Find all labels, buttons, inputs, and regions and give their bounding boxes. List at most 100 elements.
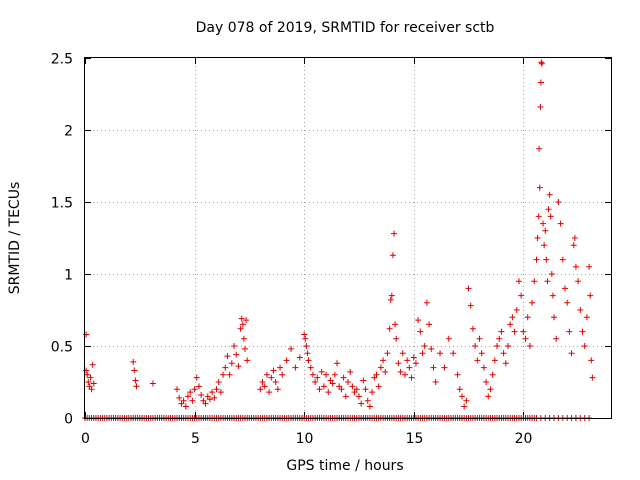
data-point [476, 335, 483, 342]
data-point [540, 220, 547, 227]
x-tick-label: 15 [406, 431, 424, 447]
data-point [202, 400, 209, 407]
data-point [391, 230, 398, 237]
data-point [500, 350, 507, 357]
data-point [222, 364, 229, 371]
plot-frame [84, 57, 612, 419]
data-point [274, 386, 281, 393]
data-point [393, 335, 400, 342]
data-point [270, 367, 277, 374]
data-point [85, 379, 92, 385]
data-point [375, 383, 382, 390]
data-point [401, 371, 408, 378]
data-point [244, 357, 251, 364]
data-point [334, 360, 341, 367]
data-point [480, 364, 487, 371]
data-point [217, 389, 224, 396]
data-point [318, 368, 325, 375]
data-point [485, 393, 492, 400]
data-point [450, 350, 457, 357]
data-point [259, 379, 266, 385]
data-point [502, 360, 509, 367]
data-point [588, 357, 595, 364]
data-point [377, 364, 384, 371]
data-point [209, 389, 216, 396]
data-point [504, 343, 511, 349]
data-point [386, 325, 393, 332]
data-point [133, 383, 140, 390]
data-point [518, 292, 525, 299]
data-point [461, 403, 468, 410]
data-point [305, 357, 312, 364]
data-point [206, 396, 213, 403]
x-tick-label: 0 [81, 431, 90, 447]
data-point [467, 302, 474, 309]
data-point [531, 278, 538, 285]
data-point [303, 343, 310, 349]
data-point [579, 328, 586, 335]
data-point [535, 213, 542, 220]
data-point [83, 367, 90, 374]
data-point [423, 299, 430, 306]
data-point [469, 325, 476, 332]
data-point [571, 235, 578, 241]
data-point [185, 393, 192, 400]
data-point [408, 374, 415, 381]
data-point [572, 263, 579, 270]
data-point [132, 377, 139, 384]
data-point [191, 386, 198, 393]
data-point [489, 371, 496, 378]
data-point [458, 393, 465, 400]
data-point [302, 335, 309, 342]
data-point [456, 386, 463, 393]
data-point [568, 350, 575, 357]
data-point [395, 360, 402, 367]
data-point [406, 364, 413, 371]
data-point [428, 345, 435, 352]
data-point [176, 394, 183, 401]
data-point [511, 328, 518, 335]
data-point [399, 350, 406, 357]
data-point [529, 299, 536, 306]
data-point [320, 383, 327, 390]
data-point [589, 374, 596, 381]
data-point [533, 256, 540, 263]
data-point [261, 383, 268, 390]
data-point [215, 379, 222, 385]
data-point [507, 321, 514, 328]
data-point [561, 285, 568, 292]
data-point [304, 350, 311, 357]
y-tick-label: 1.5 [51, 196, 73, 212]
data-point [404, 357, 411, 364]
y-tick-label: 2.5 [51, 52, 73, 68]
data-point [373, 371, 380, 378]
data-point [487, 386, 494, 393]
data-point [180, 397, 187, 404]
data-point [84, 371, 91, 378]
data-point [472, 343, 479, 349]
data-point [491, 357, 498, 364]
data-point [189, 397, 196, 404]
data-point [130, 358, 137, 365]
data-point [388, 292, 395, 299]
data-point [384, 350, 391, 357]
data-point [174, 386, 181, 393]
data-point [182, 403, 189, 410]
data-point [564, 299, 571, 306]
data-point [526, 343, 533, 349]
data-point [537, 79, 544, 86]
data-point [417, 328, 424, 335]
data-point [220, 371, 227, 378]
data-point [345, 379, 351, 385]
data-point [283, 357, 290, 364]
data-point [263, 371, 270, 378]
data-point [323, 371, 330, 378]
data-point [240, 335, 247, 342]
data-point [559, 256, 566, 263]
data-point [309, 371, 316, 378]
data-point [538, 60, 545, 67]
data-point [213, 386, 220, 393]
y-tick-label: 0 [64, 412, 73, 428]
data-point [555, 199, 562, 205]
data-point [131, 367, 138, 374]
